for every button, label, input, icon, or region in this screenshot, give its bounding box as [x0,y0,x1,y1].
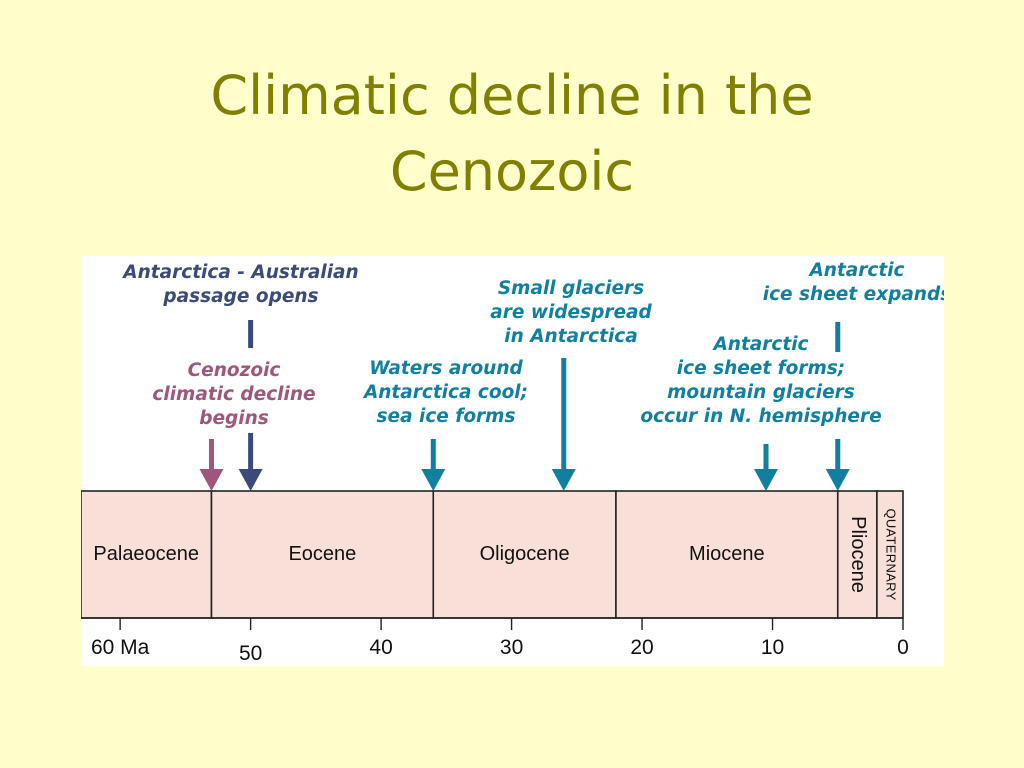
period-band-eocene [210,490,435,619]
event-label-line: in Antarctica [504,326,638,347]
event-waters-cool: Waters around Antarctica cool; sea ice for… [362,358,528,491]
event-label-line: sea ice forms [377,406,516,427]
event-label-line: mountain glaciers [667,382,855,403]
event-label-line: are widespread [490,302,652,323]
event-label-waters-cool: Waters around Antarctica cool; sea ice for… [362,358,528,427]
event-arrow-head [421,469,446,491]
period-band-miocene [615,490,839,619]
period-label-miocene: Miocene [689,543,765,565]
event-arrow-head [551,469,576,491]
period-bands: Palaeocene Eocene Oligocene Miocene Pliocene… [81,490,904,619]
event-label-ice-sheet-expands: Antarctic ice sheet expands [763,260,944,305]
event-small-glaciers: Small glaciers are widespread in Antarctic… [490,278,652,491]
event-label-line: Antarctic [807,260,904,281]
tick-label-30: 30 [500,636,523,659]
event-label-cenozoic-decline: Cenozoic climatic decline begins [152,360,315,429]
event-label-line: begins [199,408,269,429]
period-band-quaternary [876,490,904,619]
event-arrow-head [825,469,850,491]
event-ice-sheet-forms: Antarctic ice sheet forms; mountain glacie… [640,334,882,491]
period-label-palaeocene: Palaeocene [93,543,199,565]
event-label-line: Waters around [369,358,523,379]
event-arrow-head [754,469,778,491]
event-arrow-head [199,469,224,491]
tick-label-0: 0 [897,636,909,659]
tick-label-10: 10 [761,636,784,659]
event-label-line: passage opens [162,286,318,307]
period-label-quaternary: QUATERNARY [884,508,899,600]
event-label-line: Antarctica cool; [362,382,528,403]
period-band-palaeocene [81,490,213,619]
event-antarctica-australia-passage: Antarctica - Australian passage opens [121,262,359,491]
slide-title-line-2: Cenozoic [389,140,635,203]
period-label-pliocene: Pliocene [847,516,869,593]
event-annotations: Cenozoic climatic decline beginsAntarctica… [121,260,944,491]
event-label-line: ice sheet forms; [677,358,845,379]
slide-title-line-1: Climatic decline in the [210,64,814,127]
cenozoic-timeline-figure: Palaeocene Eocene Oligocene Miocene Pliocene… [81,256,944,666]
event-label-line: Small glaciers [498,278,644,299]
tick-label-60: 60 Ma [91,636,150,659]
event-label-line: occur in N. hemisphere [640,406,881,427]
event-label-line: climatic decline [152,384,315,405]
time-axis: 60 Ma 50 40 30 20 10 0 [81,617,909,665]
event-label-line: Antarctica - Australian [121,262,358,283]
event-arrow-head [238,469,263,491]
event-cenozoic-decline: Cenozoic climatic decline begins [152,360,316,491]
tick-label-20: 20 [630,636,653,659]
slide-title: Climatic decline in the Cenozoic [0,58,1024,210]
period-label-oligocene: Oligocene [480,543,570,565]
event-label-line: Cenozoic [188,360,281,381]
event-ice-sheet-expands: Antarctic ice sheet expands [763,260,944,491]
event-label-ice-sheet-forms: Antarctic ice sheet forms; mountain glacie… [640,334,881,427]
event-label-line: Antarctic [711,334,808,355]
period-band-pliocene [836,490,878,619]
event-label-antarctica-australia-passage: Antarctica - Australian passage opens [121,262,358,307]
event-label-line: ice sheet expands [763,284,944,305]
timeline-svg: Palaeocene Eocene Oligocene Miocene Pliocene… [81,260,944,665]
period-label-eocene: Eocene [288,543,356,565]
event-label-small-glaciers: Small glaciers are widespread in Antarctic… [490,278,652,347]
tick-label-50: 50 [239,642,262,665]
tick-label-40: 40 [369,636,392,659]
